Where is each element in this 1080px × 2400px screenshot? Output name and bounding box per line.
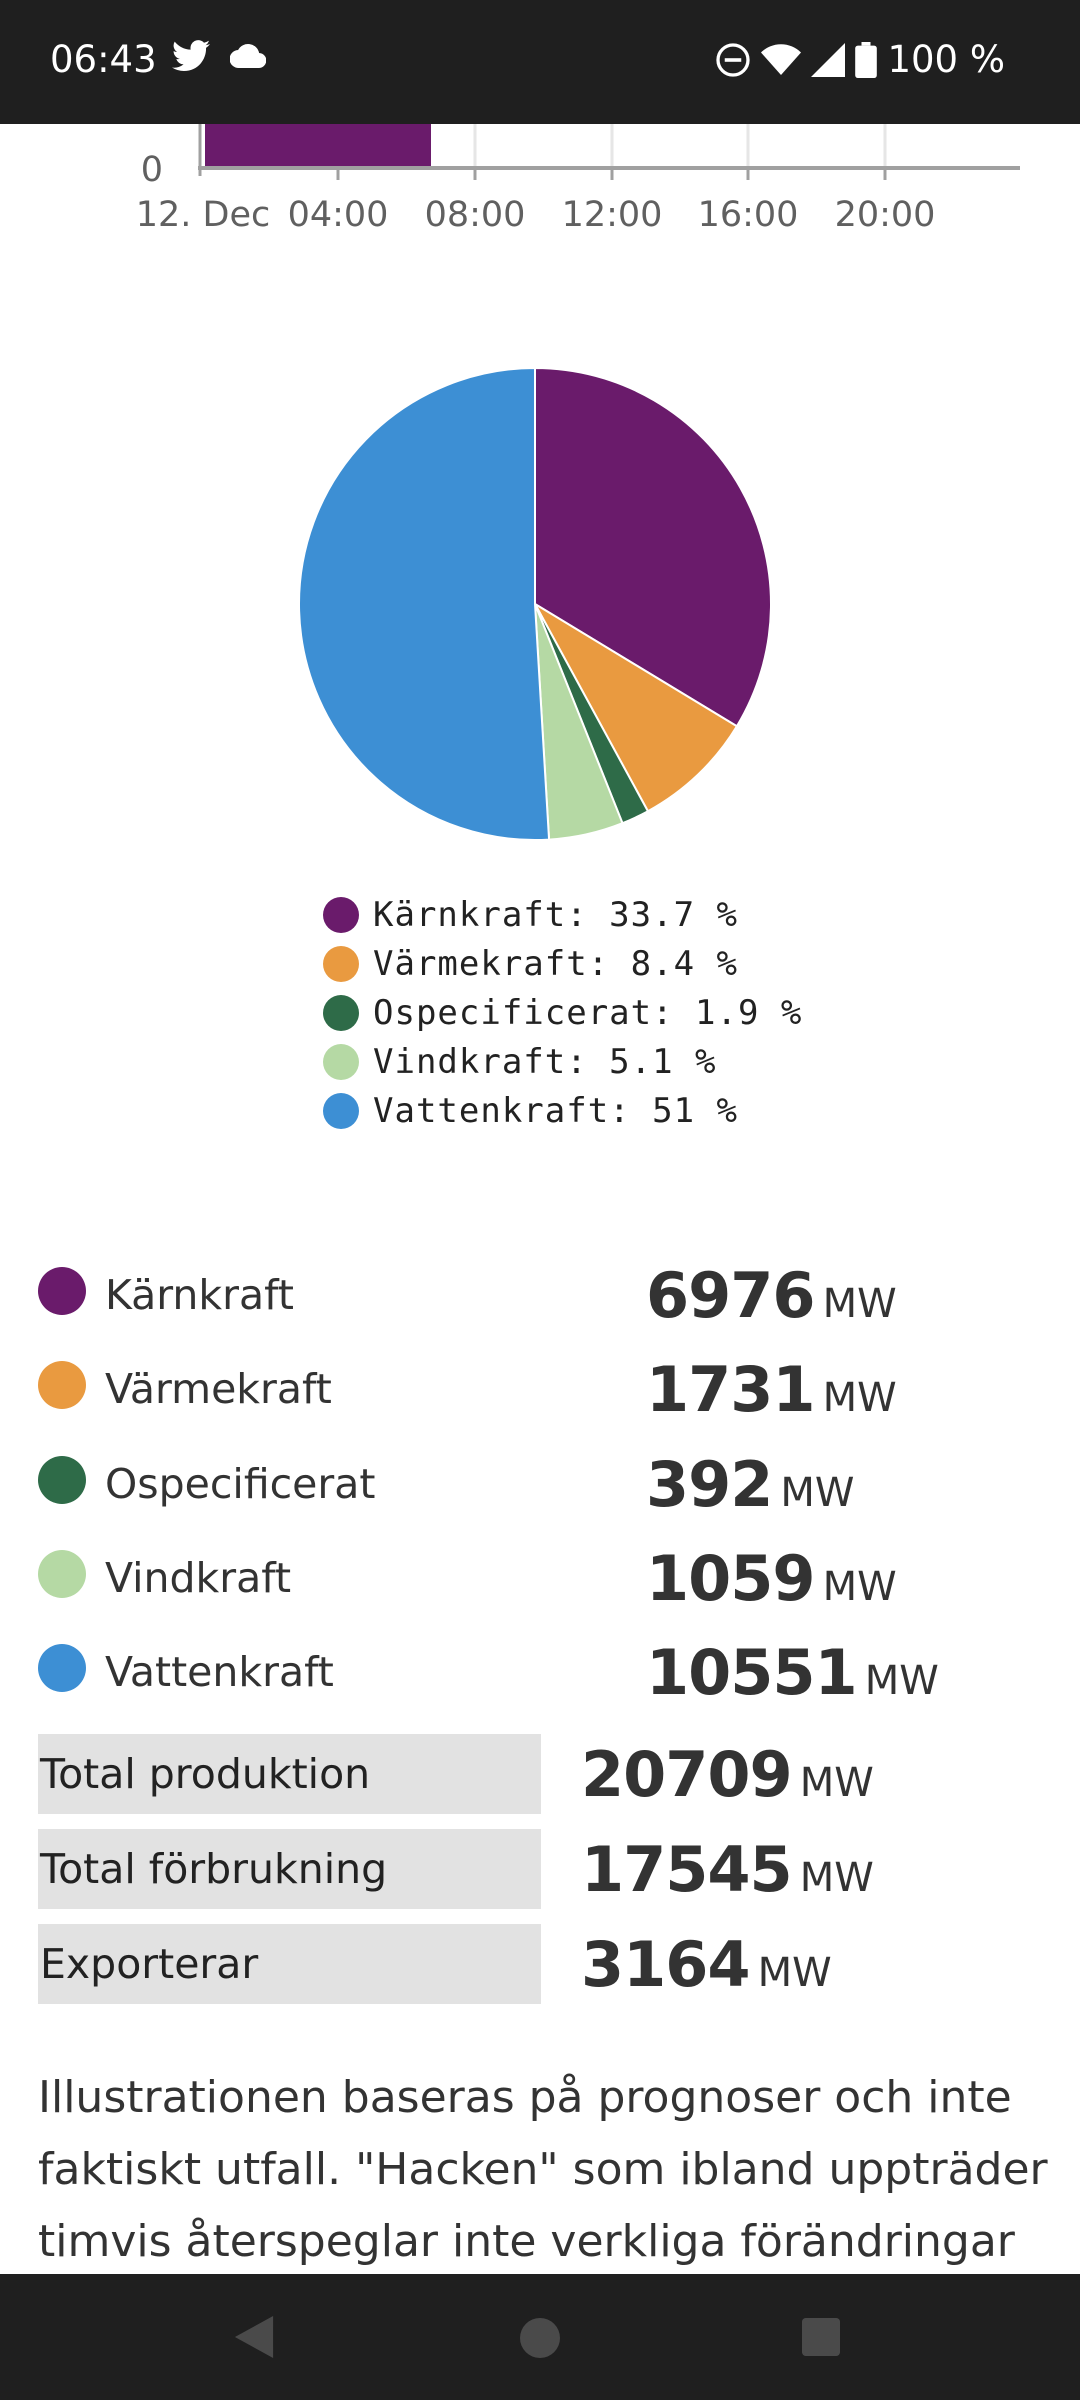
x-tick-label: 12. Dec [136,195,271,235]
recents-icon[interactable] [802,2318,840,2356]
source-row-karnkraft: Kärnkraft 6976 MW [38,1259,1048,1361]
total-value: 3164 MW [581,1928,832,2001]
pie-legend-item[interactable]: Kärnkraft: 33.7 % [323,890,802,939]
energy-mix-pie-chart [290,359,780,849]
pie-slice-kärnkraft[interactable] [534,367,772,728]
pie-slice-vattenkraft[interactable] [298,367,551,841]
disclaimer-line: Illustrationen baseras på prognoser och … [38,2072,1012,2123]
status-time: 06:43 [50,38,157,81]
disclaimer-line: timvis återspeglar inte verkliga förändr… [38,2216,1015,2267]
status-bar: 06:43 100 % [0,0,1080,124]
source-color-dot [38,1644,86,1692]
cloud-icon [230,44,266,69]
legend-label: Värmekraft: 8.4 % [373,943,738,984]
legend-color-dot [323,994,359,1031]
source-name: Värmekraft [105,1365,332,1413]
do-not-disturb-icon [716,42,751,77]
source-color-dot [38,1550,86,1598]
source-name: Vattenkraft [105,1648,334,1696]
source-row-vindkraft: Vindkraft 1059 MW [38,1542,1048,1644]
source-value: 6976 MW [646,1259,897,1332]
source-name: Ospecificerat [105,1460,376,1508]
total-label: Total förbrukning [38,1829,541,1909]
x-tick-label: 16:00 [698,195,799,235]
x-tick-label: 08:00 [425,195,526,235]
legend-label: Ospecificerat: 1.9 % [373,992,803,1033]
pie-slice-värmekraft[interactable] [534,603,738,813]
total-label: Total produktion [38,1734,541,1814]
pie-legend-item[interactable]: Värmekraft: 8.4 % [323,939,802,988]
source-row-varmekraft: Värmekraft 1731 MW [38,1353,1048,1455]
source-color-dot [38,1456,86,1504]
source-row-vattenkraft: Vattenkraft 10551 MW [38,1636,1048,1738]
total-value: 17545 MW [581,1833,874,1906]
total-value: 20709 MW [581,1738,874,1811]
source-name: Vindkraft [105,1554,292,1602]
source-value: 392 MW [646,1448,855,1521]
legend-color-dot [323,1092,359,1129]
back-icon[interactable] [234,2316,274,2358]
disclaimer-line: faktiskt utfall. "Hacken" som ibland upp… [38,2144,1048,2195]
twitter-icon [172,40,210,72]
x-tick-label: 20:00 [835,195,936,235]
page-content: 0 12. Dec 04:00 08:00 12:00 16:00 20:00 … [0,124,1080,2274]
battery-percentage: 100 % [887,38,1005,81]
battery-icon [855,41,878,78]
wifi-icon [761,43,802,75]
navigation-bar [0,2274,1080,2400]
x-tick-label: 04:00 [288,195,389,235]
legend-color-dot [323,1043,359,1080]
production-area-chart: 0 12. Dec 04:00 08:00 12:00 16:00 20:00 [136,124,1020,235]
source-color-dot [38,1267,86,1315]
source-value: 10551 MW [646,1636,939,1709]
disclaimer-text: Illustrationen baseras på prognoser och … [38,2062,1048,2274]
source-color-dot [38,1361,86,1409]
y-tick-label: 0 [141,150,163,190]
pie-legend-item[interactable]: Ospecificerat: 1.9 % [323,988,802,1037]
total-label: Exporterar [38,1924,541,2004]
pie-legend-item[interactable]: Vattenkraft: 51 % [323,1086,802,1135]
legend-color-dot [323,896,359,933]
legend-label: Vattenkraft: 51 % [373,1090,738,1131]
x-tick-label: 12:00 [562,195,663,235]
source-row-ospecificerat: Ospecificerat 392 MW [38,1448,1048,1550]
source-value: 1059 MW [646,1542,897,1615]
cellular-signal-icon [811,42,846,77]
pie-legend: Kärnkraft: 33.7 % Värmekraft: 8.4 % Ospe… [323,890,802,1135]
source-value: 1731 MW [646,1353,897,1426]
total-consumption-row: Total förbrukning 17545 MW [38,1829,1048,1909]
legend-label: Vindkraft: 5.1 % [373,1041,717,1082]
pie-legend-item[interactable]: Vindkraft: 5.1 % [323,1037,802,1086]
source-name: Kärnkraft [105,1271,294,1319]
export-row: Exporterar 3164 MW [38,1924,1048,2004]
total-production-row: Total produktion 20709 MW [38,1734,1048,1814]
area-chart-series [205,124,431,166]
legend-label: Kärnkraft: 33.7 % [373,894,738,935]
legend-color-dot [323,945,359,982]
home-icon[interactable] [520,2318,560,2358]
